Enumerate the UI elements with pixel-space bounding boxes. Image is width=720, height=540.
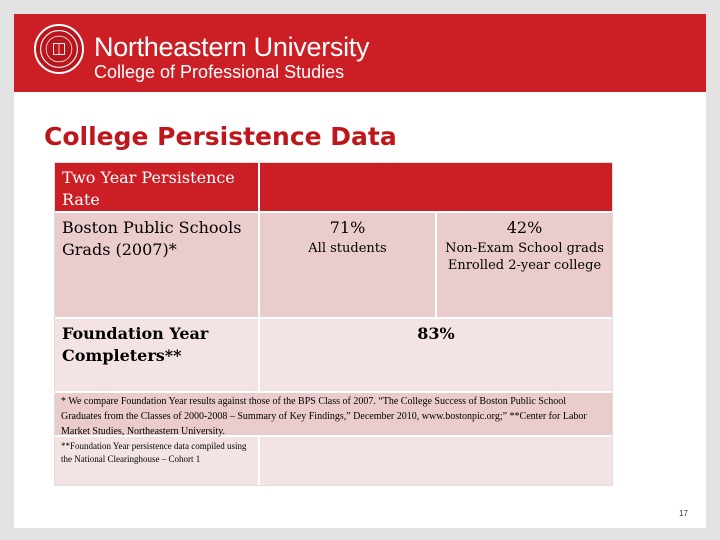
page-title: College Persistence Data [44, 122, 397, 151]
empty-cell [260, 437, 612, 485]
row2-label-cell: Foundation Year Completers** [55, 319, 258, 391]
row1-col1-value: 71% [329, 218, 366, 237]
university-name: Northeastern University [94, 32, 370, 62]
row1-col2-cell: 42% Non-Exam School grads Enrolled 2-yea… [437, 213, 612, 317]
footnote1-cell: * We compare Foundation Year results aga… [55, 393, 612, 437]
row1-label-cell: Boston Public Schools Grads (2007)* [55, 213, 258, 317]
row1-col1-note: All students [308, 241, 387, 256]
header-label-cell: Two Year Persistence Rate [55, 163, 258, 211]
college-name: College of Professional Studies [94, 62, 345, 82]
slide: Northeastern University College of Profe… [14, 14, 706, 528]
row2-value: 83% [417, 324, 455, 343]
row2-label: Foundation Year Completers** [62, 324, 209, 365]
brand-header: Northeastern University College of Profe… [14, 14, 706, 92]
page-number: 17 [679, 509, 688, 518]
university-seal-icon [34, 24, 84, 74]
persistence-table: Two Year Persistence Rate Boston Public … [54, 162, 613, 486]
header-empty-cell [260, 163, 612, 211]
row1-label: Boston Public Schools Grads (2007)* [62, 218, 242, 259]
footnote2-cell: **Foundation Year persistence data compi… [55, 437, 258, 485]
row1-col1-cell: 71% All students [260, 213, 435, 317]
header-label: Two Year Persistence Rate [62, 168, 235, 209]
row1-col2-value: 42% [506, 218, 543, 237]
footnote2: **Foundation Year persistence data compi… [61, 441, 247, 464]
row1-col2-note: Non-Exam School grads Enrolled 2-year co… [445, 241, 604, 273]
footnote1: * We compare Foundation Year results aga… [61, 396, 587, 437]
row2-value-cell: 83% [260, 319, 612, 391]
